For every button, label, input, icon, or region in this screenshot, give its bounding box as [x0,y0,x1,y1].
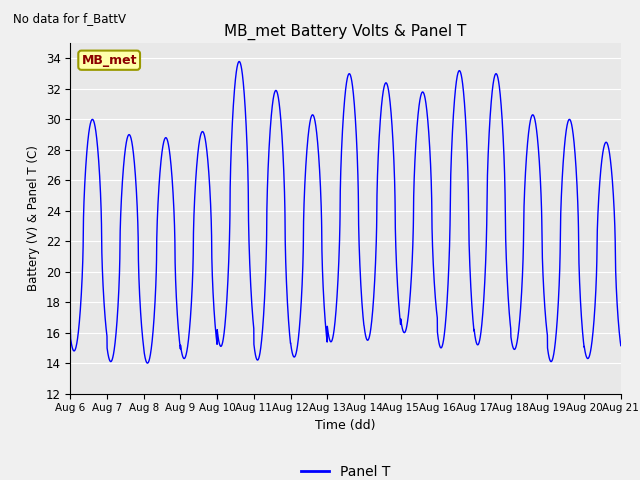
Text: No data for f_BattV: No data for f_BattV [13,12,126,25]
Legend: Panel T: Panel T [296,460,396,480]
Y-axis label: Battery (V) & Panel T (C): Battery (V) & Panel T (C) [27,145,40,291]
X-axis label: Time (dd): Time (dd) [316,419,376,432]
Title: MB_met Battery Volts & Panel T: MB_met Battery Volts & Panel T [225,24,467,40]
Text: MB_met: MB_met [81,54,137,67]
